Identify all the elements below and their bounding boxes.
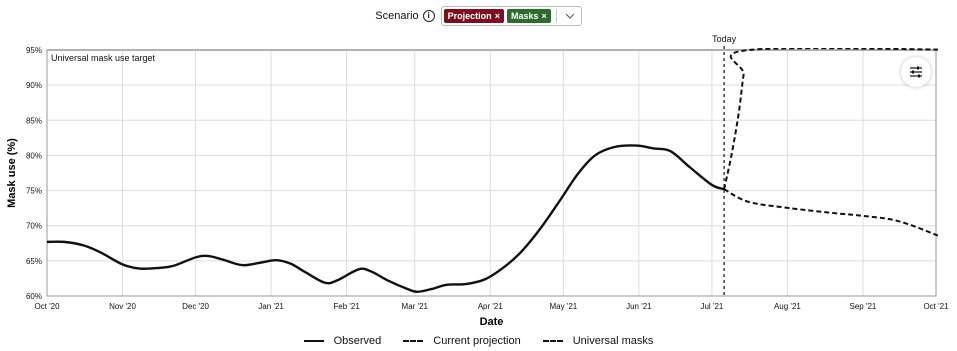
x-tick-label: Dec '20	[182, 302, 209, 311]
x-axis-label: Date	[480, 316, 504, 328]
x-tick-label: Feb '21	[333, 302, 360, 311]
scenario-select[interactable]: Projection × Masks ×	[440, 6, 582, 26]
x-tick-label: Oct '21	[923, 302, 949, 311]
chip-label: Projection	[447, 11, 492, 21]
y-axis-label: Mask use (%)	[6, 138, 18, 208]
y-tick-label: 65%	[26, 257, 42, 266]
chevron-down-icon[interactable]	[561, 13, 579, 19]
chip-label: Masks	[510, 11, 539, 21]
y-tick-label: 95%	[26, 46, 42, 55]
y-tick-label: 70%	[26, 222, 42, 231]
series-line-observed	[47, 144, 725, 293]
x-tick-label: Jul '21	[700, 302, 723, 311]
target-label: Universal mask use target	[51, 53, 156, 63]
y-tick-label: 85%	[26, 116, 42, 125]
series-lines	[47, 48, 938, 293]
dropdown-separator	[555, 9, 557, 23]
scenario-chip-masks: Masks ×	[506, 9, 551, 23]
scenario-label: Scenario	[375, 10, 419, 22]
x-tick-label: Nov '20	[109, 302, 136, 311]
legend-item-observed[interactable]: Observed	[303, 335, 382, 347]
y-tick-label: 80%	[26, 151, 42, 160]
legend-swatch	[542, 340, 563, 342]
legend: Observed Current projection Universal ma…	[0, 335, 957, 347]
series-line-current-projection	[723, 188, 938, 237]
today-label: Today	[712, 34, 737, 44]
legend-swatch	[403, 340, 424, 342]
legend-swatch	[303, 340, 324, 342]
x-tick-label: Jun '21	[626, 302, 652, 311]
x-tick-label: Oct '20	[34, 302, 60, 311]
info-icon[interactable]: i	[422, 10, 435, 22]
x-tick-label: Sep '21	[849, 302, 876, 311]
legend-label: Observed	[333, 335, 382, 347]
sliders-icon	[910, 66, 922, 78]
scenario-bar: Scenario i Projection × Masks ×	[0, 6, 957, 26]
legend-item-universal-masks[interactable]: Universal masks	[542, 335, 654, 347]
x-tick-label: Aug '21	[774, 302, 801, 311]
y-tick-label: 60%	[26, 292, 42, 301]
remove-projection-button[interactable]: ×	[494, 11, 500, 21]
scenario-chip-projection: Projection ×	[443, 9, 504, 23]
grid	[46, 49, 937, 297]
legend-label: Universal masks	[572, 335, 654, 347]
legend-item-current-projection[interactable]: Current projection	[403, 335, 521, 347]
x-tick-label: Jan '21	[258, 302, 284, 311]
x-tick-label: Apr '21	[478, 302, 504, 311]
axes: Oct '20 Nov '20 Dec '20 Jan '21 Feb '21 Mar '…	[26, 46, 949, 311]
x-tick-label: Mar '21	[402, 302, 429, 311]
remove-masks-button[interactable]: ×	[541, 11, 547, 21]
legend-label: Current projection	[433, 335, 521, 347]
chart-settings-button[interactable]	[901, 57, 931, 87]
y-tick-label: 90%	[26, 81, 42, 90]
x-tick-label: May '21	[549, 302, 577, 311]
series-line-universal-masks	[723, 48, 938, 190]
y-tick-label: 75%	[26, 187, 42, 196]
plot-area	[46, 49, 937, 297]
